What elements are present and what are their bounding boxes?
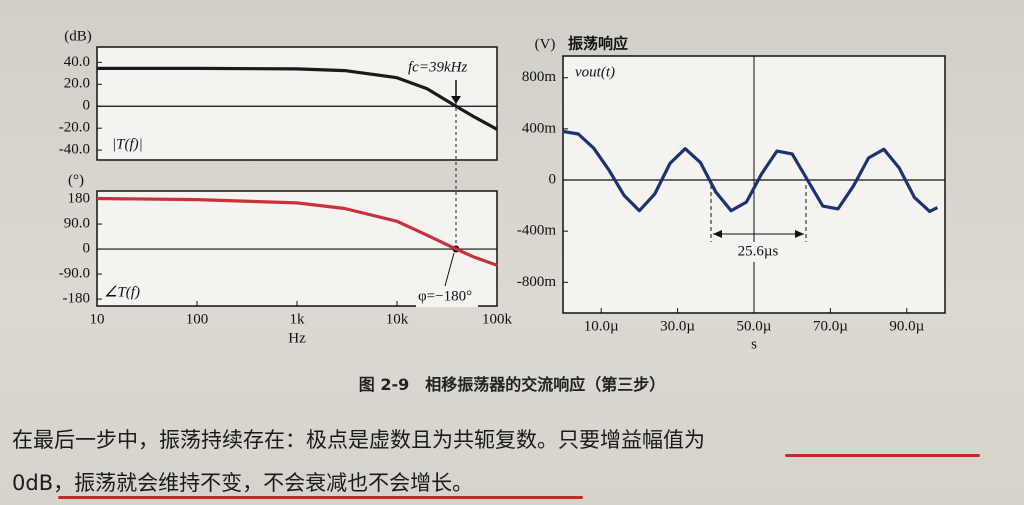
annotation-bg — [573, 63, 635, 83]
y-tick-label: 800m — [522, 69, 557, 85]
phi-leader — [444, 252, 455, 287]
caption: 图 2-9 相移振荡器的交流响应（第三步） — [358, 375, 666, 394]
y-tick-label: -90.0 — [59, 265, 90, 281]
x-tick-label: 100 — [186, 311, 209, 327]
paragraph-line: 0dB，振荡就会维持不变，不会衰减也不会增长。 — [12, 471, 474, 495]
figure: 40.0 20.0 0 -20.0 -40.0 (dB) fc=39kHz |T(f)| 180… — [59, 28, 946, 352]
y-tick-label: 400m — [522, 120, 557, 136]
y-tick-label: -20.0 — [59, 120, 90, 136]
y-axis-label: (V) — [535, 36, 556, 52]
y-tick-label: -400m — [517, 223, 556, 239]
x-axis-label: s — [751, 336, 757, 352]
data-line — [562, 129, 939, 213]
x-tick-label: 10 — [90, 311, 105, 327]
underline — [58, 496, 583, 499]
annotation-bg — [728, 242, 790, 262]
x-tick-label: 10k — [386, 311, 409, 327]
y-axis-label: (dB) — [64, 28, 92, 44]
x-tick-label: 10.0µ — [584, 318, 619, 334]
annotation-bg — [110, 135, 172, 155]
paragraph-line: 在最后一步中，振荡持续存在：极点是虚数且为共轭复数。只要增益幅值为 — [12, 428, 705, 452]
annotation: 25.6µs — [738, 243, 779, 259]
annotation-bg — [416, 287, 478, 307]
y-tick-label: -40.0 — [59, 142, 90, 158]
y-tick-label: 0 — [83, 98, 91, 114]
y-tick-label: 0 — [83, 240, 91, 256]
annotation: |T(f)| — [112, 136, 143, 152]
x-tick-label: 70.0µ — [813, 318, 848, 334]
y-tick-label: -800m — [517, 274, 556, 290]
annotation: vout(t) — [575, 64, 615, 80]
underline — [785, 454, 980, 457]
y-tick-label: 20.0 — [64, 76, 90, 92]
y-tick-label: -180 — [63, 290, 91, 306]
annotation: fc=39kHz — [408, 59, 467, 75]
x-axis-label: Hz — [288, 330, 306, 346]
x-tick-label: 50.0µ — [737, 318, 772, 334]
x-tick-label: 100k — [482, 311, 513, 327]
annotation: ∠T(f) — [104, 284, 140, 300]
x-tick-label: 1k — [290, 311, 306, 327]
y-axis-label: (°) — [68, 172, 84, 188]
x-tick-label: 30.0µ — [660, 318, 695, 334]
y-tick-label: 40.0 — [64, 54, 90, 70]
annotation: φ=−180° — [418, 288, 472, 304]
data-line — [97, 66, 498, 131]
arrow-head — [451, 96, 461, 104]
y-tick-label: 180 — [68, 190, 91, 206]
y-tick-label: 90.0 — [64, 215, 90, 231]
annotation-bg — [406, 58, 468, 78]
chart-title: 振荡响应 — [568, 35, 628, 53]
annotation-bg — [102, 283, 164, 303]
data-line — [96, 196, 498, 267]
x-tick-label: 90.0µ — [889, 318, 924, 334]
y-tick-label: 0 — [549, 171, 557, 187]
